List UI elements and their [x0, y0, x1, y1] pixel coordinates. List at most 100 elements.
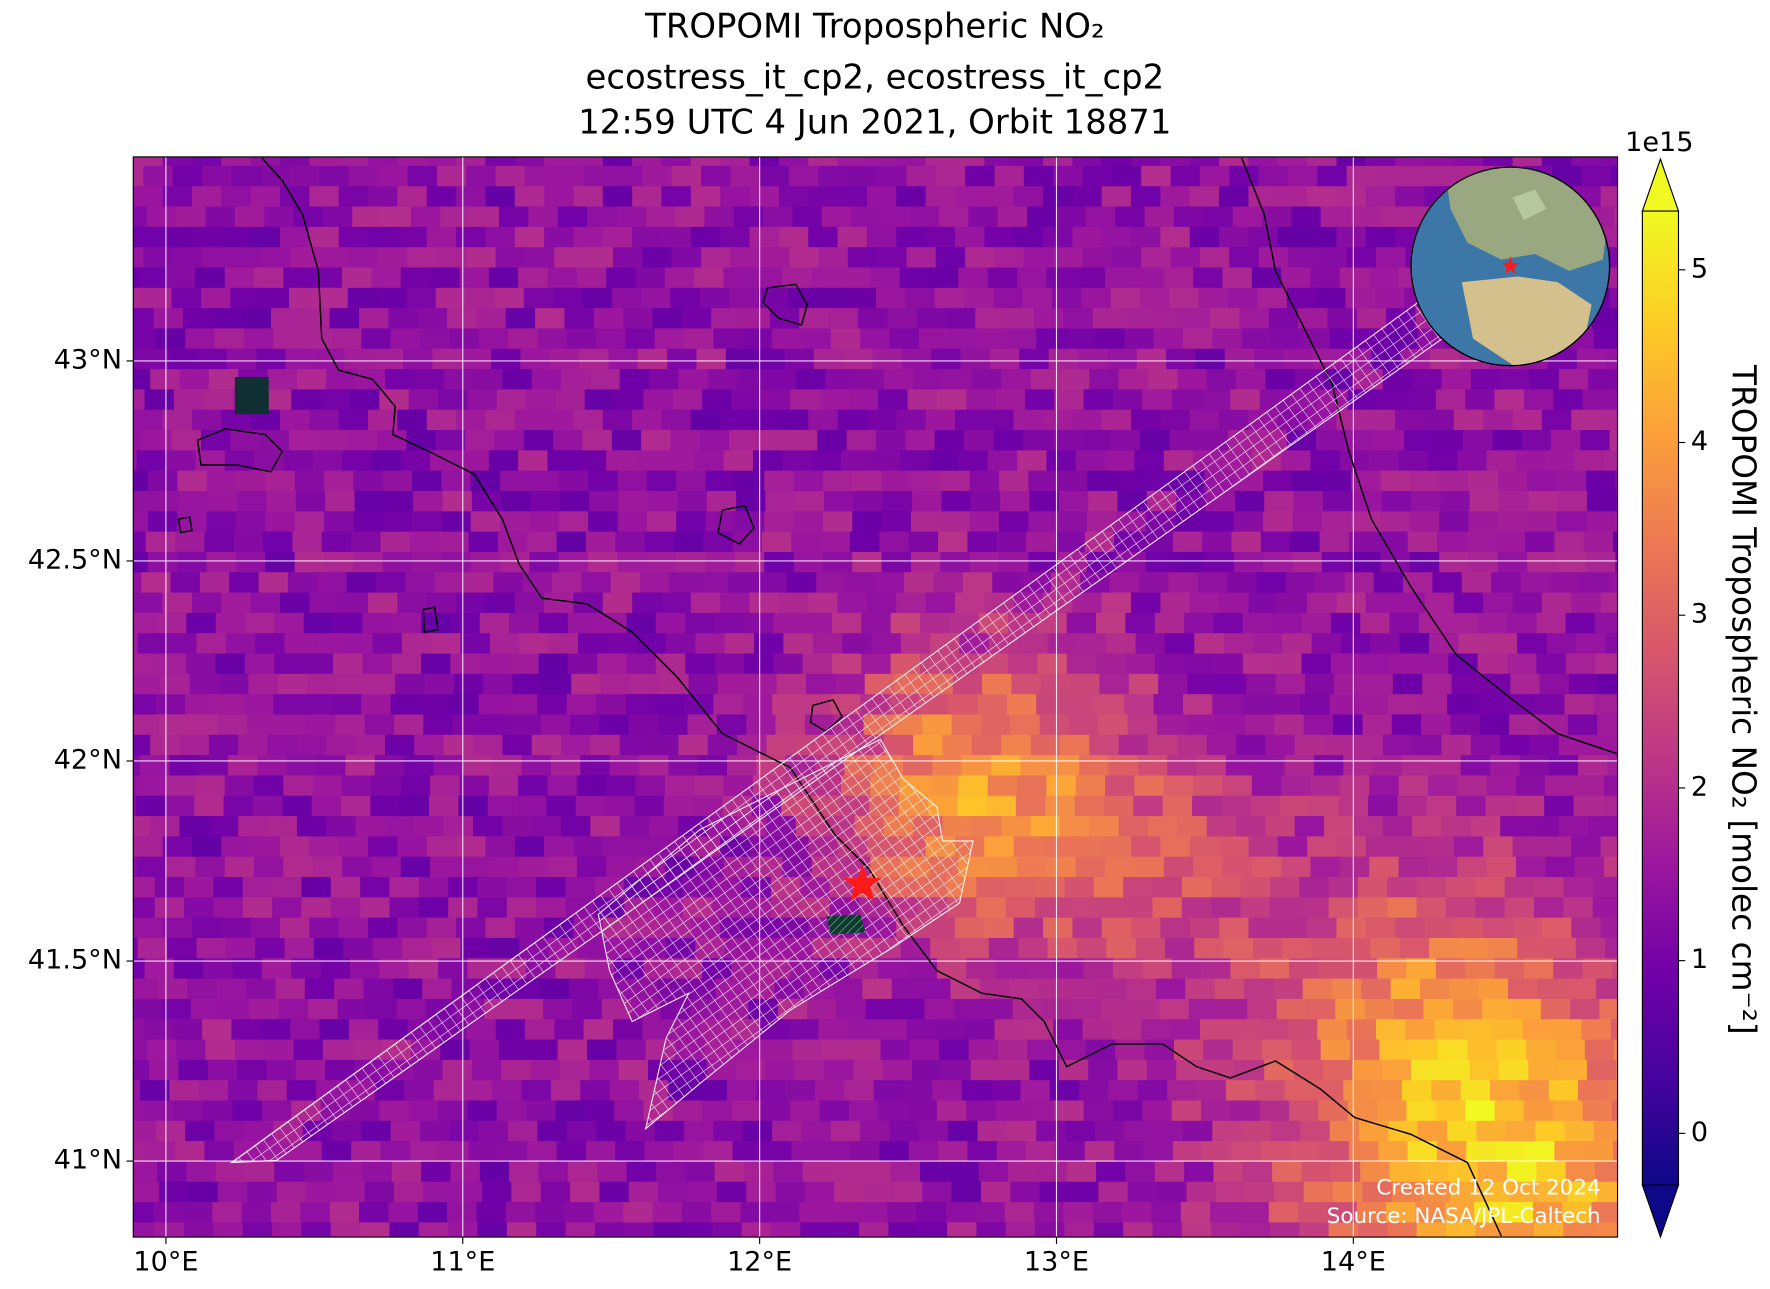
pixel — [477, 877, 509, 899]
pixel — [705, 551, 737, 574]
pixel — [1219, 836, 1250, 858]
pixel — [312, 450, 344, 472]
pixel — [459, 267, 490, 289]
pixel — [1131, 156, 1162, 168]
pixel — [1558, 816, 1590, 838]
x-tick-label: 10°E — [133, 1247, 198, 1278]
pixel — [1111, 247, 1143, 269]
pixel — [1444, 1202, 1476, 1224]
pixel — [1587, 490, 1618, 513]
pixel — [1372, 1080, 1404, 1102]
pixel — [1587, 1059, 1618, 1082]
pixel — [1605, 633, 1618, 655]
pixel — [500, 551, 531, 574]
pixel — [830, 328, 862, 350]
pixel — [878, 1100, 909, 1122]
pixel — [540, 1181, 572, 1204]
pixel — [1357, 897, 1389, 919]
pixel — [1338, 795, 1370, 818]
pixel — [887, 1202, 918, 1224]
pixel — [371, 775, 402, 797]
pixel — [1544, 795, 1575, 818]
pixel — [929, 267, 960, 289]
pixel — [638, 755, 670, 777]
pixel — [1255, 755, 1286, 777]
pixel — [664, 267, 696, 289]
pixel — [500, 511, 531, 533]
pixel — [1351, 511, 1382, 533]
pixel — [984, 409, 1015, 432]
pixel — [793, 511, 825, 533]
colorbar-tick-label: 3 — [1691, 599, 1708, 630]
pixel — [1598, 673, 1618, 696]
pixel — [291, 958, 322, 980]
pixel — [1387, 897, 1418, 919]
pixel — [966, 389, 997, 411]
pixel — [166, 450, 197, 472]
pixel — [1189, 186, 1221, 208]
pixel — [672, 1100, 704, 1122]
pixel — [1317, 247, 1348, 269]
pixel — [391, 653, 423, 675]
pixel — [615, 1141, 646, 1163]
pixel — [1114, 1141, 1145, 1163]
island — [762, 283, 808, 326]
pixel — [1578, 1080, 1609, 1102]
pixel — [1613, 1141, 1618, 1163]
pixel — [577, 937, 609, 960]
pixel — [729, 430, 760, 452]
pixel — [1539, 673, 1571, 696]
pixel — [822, 551, 854, 574]
pixel — [1181, 897, 1213, 919]
pixel — [133, 267, 138, 289]
pixel — [1282, 937, 1313, 960]
pixel — [1609, 287, 1618, 310]
pixel — [953, 998, 985, 1021]
pixel — [1512, 592, 1544, 615]
pixel — [485, 917, 516, 940]
pixel — [267, 369, 299, 391]
pixel — [1108, 755, 1139, 777]
pixel — [342, 775, 373, 797]
pixel — [1250, 795, 1282, 818]
pixel — [1465, 1100, 1496, 1122]
pixel — [133, 551, 150, 574]
pixel — [349, 1100, 381, 1122]
pixel — [755, 348, 786, 371]
pixel — [1329, 328, 1361, 350]
pixel — [216, 978, 248, 1001]
pixel — [417, 308, 449, 330]
pixel — [289, 430, 320, 452]
pixel — [1197, 572, 1229, 594]
pixel — [1563, 877, 1594, 899]
pixel — [1399, 633, 1431, 655]
pixel — [270, 308, 302, 330]
pixel — [544, 409, 575, 432]
pixel — [1351, 470, 1382, 493]
pixel — [527, 531, 558, 554]
pixel — [1004, 308, 1036, 330]
pixel — [1242, 653, 1274, 675]
pixel — [599, 714, 630, 736]
pixel — [1153, 694, 1185, 716]
pixel — [1125, 1161, 1156, 1183]
pixel — [413, 1059, 444, 1082]
pixel — [272, 1222, 303, 1238]
pixel — [1225, 755, 1257, 777]
pixel — [945, 1202, 977, 1224]
pixel — [895, 998, 926, 1021]
pixel — [212, 1202, 243, 1224]
pixel — [882, 490, 914, 513]
pixel — [759, 165, 791, 188]
title: ecostress_it_cp2, ecostress_it_cp2 — [586, 58, 1165, 97]
pixel — [448, 1222, 479, 1238]
pixel — [1229, 165, 1260, 188]
pixel — [1004, 1202, 1036, 1224]
pixel — [879, 531, 910, 554]
pixel — [852, 470, 883, 493]
pixel — [254, 856, 285, 879]
pixel — [235, 551, 267, 574]
pixel — [206, 470, 238, 493]
pixel — [1517, 633, 1548, 655]
pixel — [699, 430, 731, 452]
